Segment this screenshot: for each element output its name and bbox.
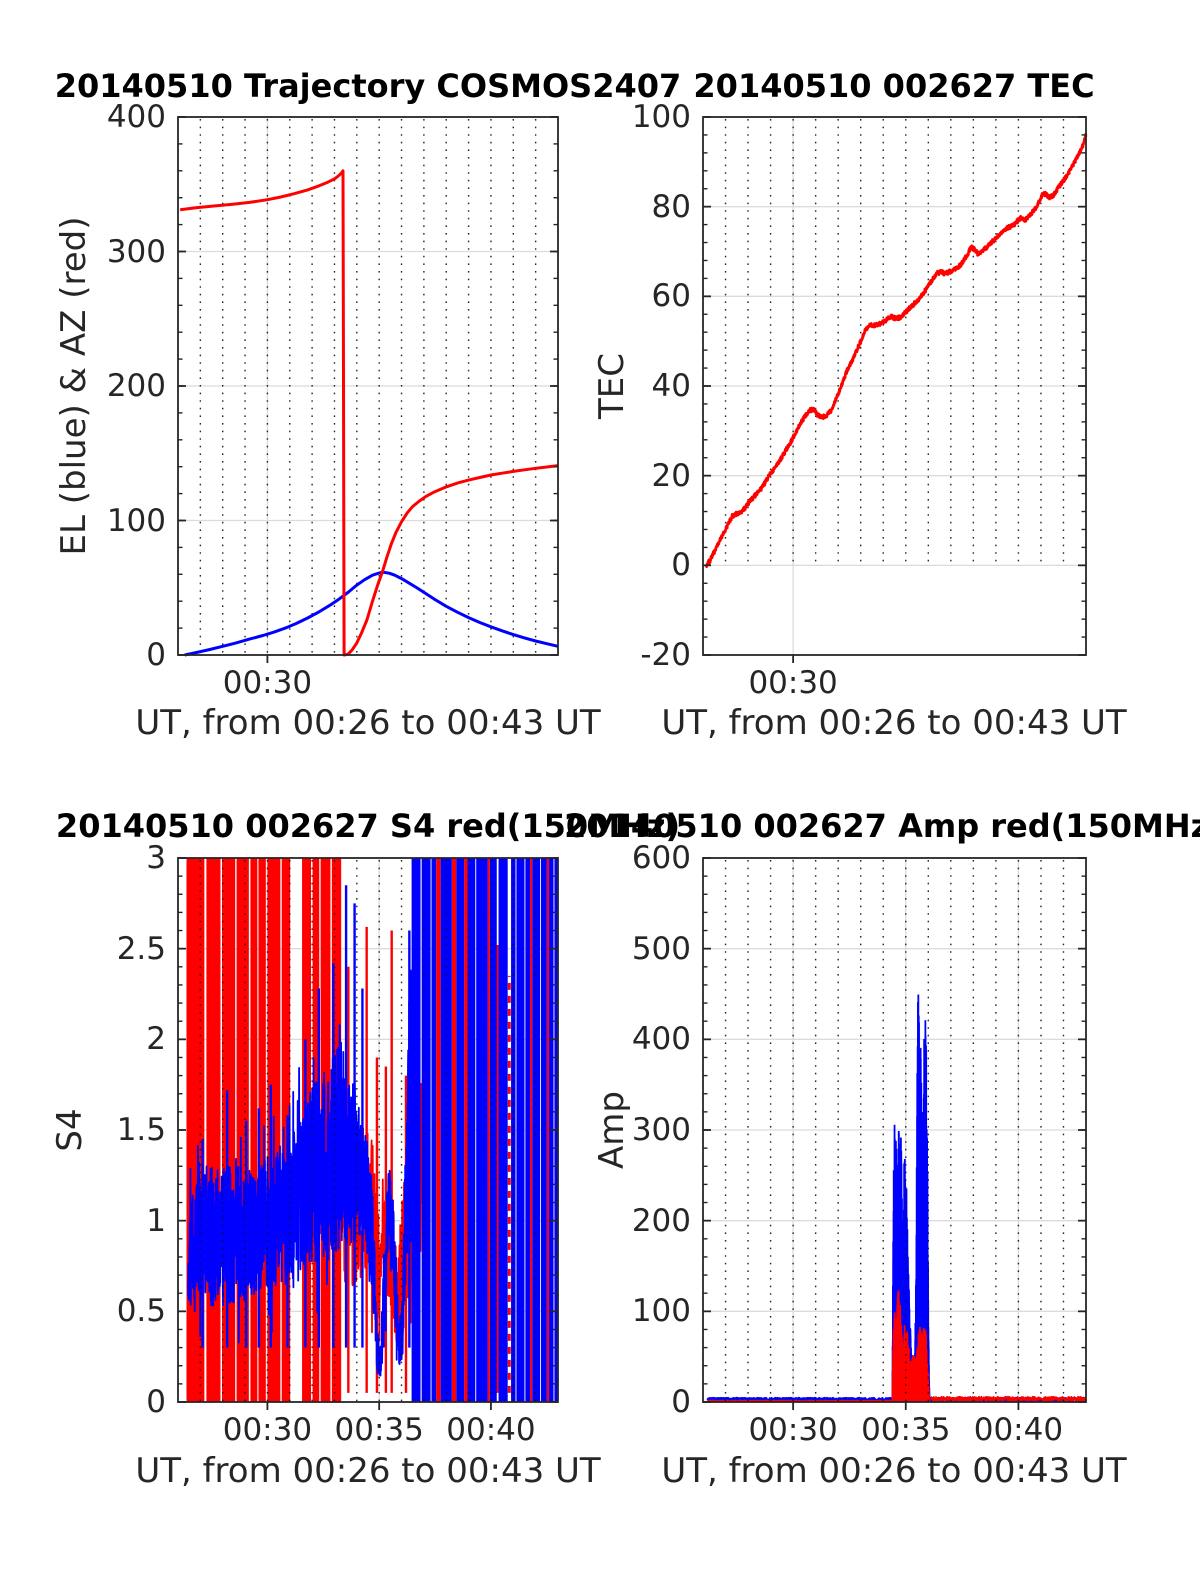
tec-title: 20140510 002627 TEC	[693, 67, 1095, 105]
y-tick-label: 0	[671, 1384, 691, 1420]
s4-plot-area	[177, 857, 559, 1410]
y-tick-label: 100	[106, 502, 166, 539]
s4-plot	[177, 857, 559, 1410]
x-tick-label: 00:35	[334, 1412, 424, 1448]
blue-saturated-band	[525, 858, 531, 1402]
blue-saturated-band	[456, 858, 465, 1402]
blue-saturated-band	[516, 858, 525, 1402]
blue-saturated-band	[489, 858, 497, 1402]
y-tick-label: 400	[631, 1021, 691, 1058]
tec-plot	[702, 116, 1088, 663]
x-tick-label: 00:30	[222, 1412, 313, 1448]
y-tick-label: 200	[631, 1202, 691, 1239]
y-tick-label: 600	[631, 840, 691, 876]
y-tick-label: 1	[146, 1202, 166, 1239]
blue-saturated-band	[498, 858, 508, 1402]
y-tick-label: 1.5	[116, 1112, 166, 1148]
blue-saturated-band	[467, 858, 476, 1402]
tec-x-axis-label: UT, from 00:26 to 00:43 UT	[661, 703, 1127, 743]
y-tick-label: 40	[651, 368, 691, 404]
y-tick-label: 100	[631, 99, 691, 135]
grid-under	[703, 117, 1086, 655]
y-tick-label: 60	[651, 278, 691, 315]
red-saturated-band	[258, 858, 266, 1402]
data-series-line	[705, 132, 1088, 569]
trajectory-title: 20140510 Trajectory COSMOS2407	[54, 67, 682, 105]
tec-plot-area	[702, 116, 1088, 663]
y-tick-label: 200	[106, 368, 166, 404]
axes-frame	[177, 857, 559, 1410]
data-series-line	[187, 890, 415, 1377]
red-saturated-band	[250, 858, 258, 1402]
blue-saturated-band	[476, 858, 488, 1402]
data-layer	[180, 169, 559, 657]
data-series-line	[180, 169, 559, 657]
blue-saturated-band	[421, 858, 431, 1402]
amp-plot	[702, 857, 1087, 1410]
y-tick-label: 20	[651, 457, 691, 494]
red-saturated-band	[530, 858, 533, 1402]
y-tick-label: 80	[651, 188, 691, 225]
trajectory-x-axis-label: UT, from 00:26 to 00:43 UT	[135, 703, 601, 743]
x-tick-label: 00:40	[973, 1412, 1064, 1448]
blue-saturated-band	[440, 858, 452, 1402]
x-tick-label: 00:40	[446, 1412, 536, 1448]
red-saturated-band	[222, 858, 236, 1402]
red-saturated-band	[206, 858, 221, 1402]
x-tick-label: 00:35	[861, 1412, 951, 1448]
red-saturated-band	[451, 858, 457, 1402]
amp-plot-area	[702, 857, 1087, 1410]
y-tick-label: -20	[640, 637, 691, 673]
y-tick-label: 300	[106, 233, 166, 270]
y-tick-label: 0	[671, 547, 691, 584]
s4-title: 20140510 002627 S4 red(150MHz)	[55, 807, 681, 845]
red-saturated-band	[546, 858, 550, 1402]
amp-title: 20140510 002627 Amp red(150MHz)	[564, 807, 1200, 845]
blue-saturated-band	[532, 858, 541, 1402]
red-saturated-band	[436, 858, 441, 1402]
data-series-line	[184, 570, 559, 657]
y-tick-label: 300	[631, 1112, 691, 1148]
y-tick-label: 0	[146, 1384, 166, 1420]
y-tick-label: 3	[146, 840, 166, 876]
trajectory-plot	[177, 116, 559, 663]
s4-x-axis-label: UT, from 00:26 to 00:43 UT	[135, 1451, 601, 1491]
x-tick-label: 00:30	[748, 665, 838, 701]
y-tick-label: 0.5	[116, 1293, 166, 1330]
data-layer	[186, 858, 558, 1402]
y-tick-label: 400	[106, 99, 166, 135]
y-tick-label: 500	[631, 930, 691, 967]
x-tick-label: 00:30	[222, 665, 313, 701]
axes-frame	[702, 857, 1087, 1410]
axes-frame	[177, 116, 559, 663]
trajectory-plot-area	[177, 116, 559, 663]
data-layer	[705, 132, 1088, 569]
red-saturated-band	[320, 858, 331, 1402]
blue-saturated-band	[511, 858, 516, 1402]
data-layer	[706, 994, 1087, 1403]
red-saturated-band	[464, 858, 468, 1402]
y-tick-label: 100	[631, 1293, 691, 1330]
amp-x-axis-label: UT, from 00:26 to 00:43 UT	[661, 1451, 1127, 1491]
blue-saturated-band	[541, 858, 547, 1402]
x-tick-label: 00:30	[748, 1412, 838, 1448]
y-tick-label: 2	[146, 1021, 166, 1058]
y-tick-label: 0	[146, 637, 166, 673]
grid-under	[178, 117, 558, 655]
y-tick-label: 2.5	[116, 930, 166, 967]
axes-frame	[702, 116, 1087, 663]
red-saturated-band	[281, 858, 291, 1402]
blue-saturated-band	[431, 858, 437, 1402]
blue-saturated-band	[411, 858, 421, 1402]
red-saturated-band	[487, 858, 490, 1402]
